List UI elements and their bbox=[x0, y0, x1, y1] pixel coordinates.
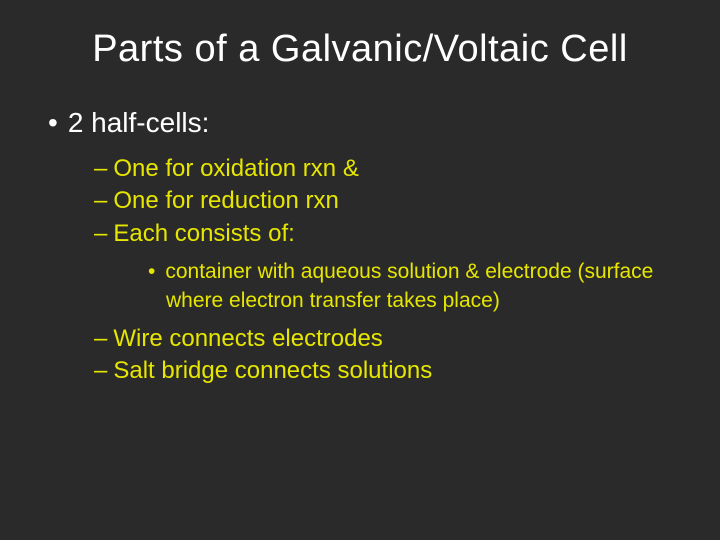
dash-text: One for reduction rxn bbox=[113, 187, 338, 214]
dash-level2: –One for oxidation rxn & bbox=[94, 153, 680, 185]
bullet-text: container with aqueous solution & electr… bbox=[165, 260, 653, 311]
dash-text: Wire connects electrodes bbox=[113, 325, 382, 352]
dash-marker: – bbox=[94, 155, 107, 182]
bullet-marker: • bbox=[48, 107, 58, 138]
bullet-marker: • bbox=[148, 260, 155, 283]
dash-level2: –Wire connects electrodes bbox=[94, 323, 680, 355]
dash-level2: –Salt bridge connects solutions bbox=[94, 355, 680, 387]
slide-title: Parts of a Galvanic/Voltaic Cell bbox=[40, 28, 680, 71]
dash-level2: –One for reduction rxn bbox=[94, 185, 680, 217]
dash-marker: – bbox=[94, 325, 107, 352]
dash-text: Each consists of: bbox=[113, 220, 294, 247]
dash-marker: – bbox=[94, 357, 107, 384]
dash-level2: –Each consists of: bbox=[94, 218, 680, 250]
bullet-text: 2 half-cells: bbox=[68, 107, 210, 138]
dash-marker: – bbox=[94, 220, 107, 247]
dash-text: Salt bridge connects solutions bbox=[113, 357, 432, 384]
bullet-level3: • container with aqueous solution & elect… bbox=[148, 258, 668, 315]
dash-text: One for oxidation rxn & bbox=[113, 155, 358, 182]
bullet-level1: • 2 half-cells: bbox=[48, 107, 680, 139]
dash-marker: – bbox=[94, 187, 107, 214]
